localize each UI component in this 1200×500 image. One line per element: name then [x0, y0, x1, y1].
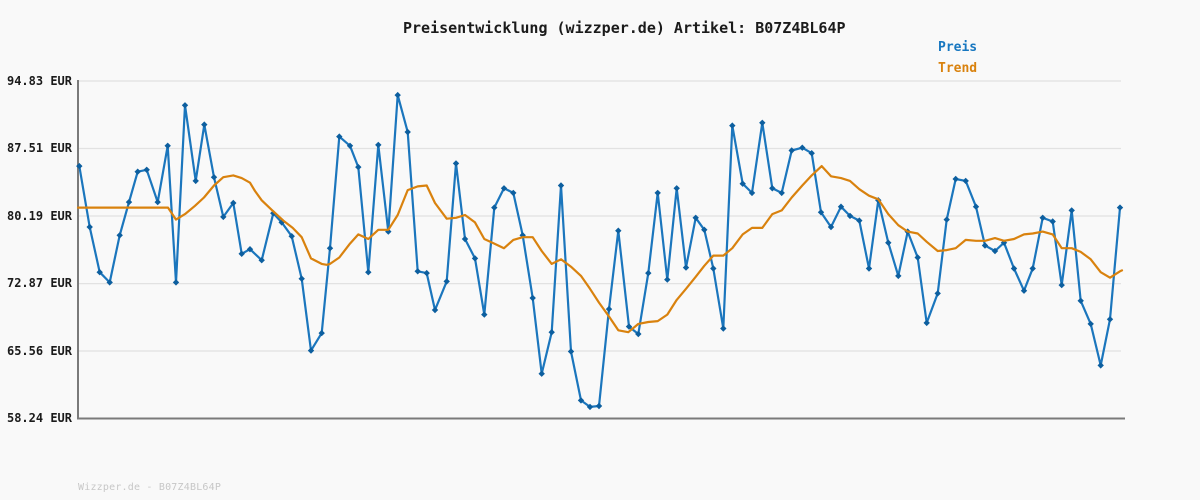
y-tick-label: 94.83 EUR	[6, 74, 72, 88]
y-tick-label: 80.19 EUR	[6, 209, 72, 223]
price-markers	[76, 91, 1124, 411]
y-tick-label: 58.24 EUR	[6, 411, 72, 425]
trend-line	[76, 165, 1124, 334]
chart-title: Preisentwicklung (wizzper.de) Artikel: B…	[403, 19, 846, 37]
y-axis-labels: 94.83 EUR 87.51 EUR 80.19 EUR 72.87 EUR …	[0, 0, 72, 500]
y-tick-label: 65.56 EUR	[6, 344, 72, 358]
y-tick-label: 72.87 EUR	[6, 276, 72, 290]
legend-item-preis: Preis	[938, 40, 978, 55]
y-tick-label: 87.51 EUR	[6, 141, 72, 155]
footer-watermark: Wizzper.de - B07Z4BL64P	[78, 482, 222, 493]
legend-item-trend: Trend	[938, 61, 978, 76]
price-line	[78, 93, 1122, 408]
chart-legend: Preis Trend	[938, 37, 977, 79]
